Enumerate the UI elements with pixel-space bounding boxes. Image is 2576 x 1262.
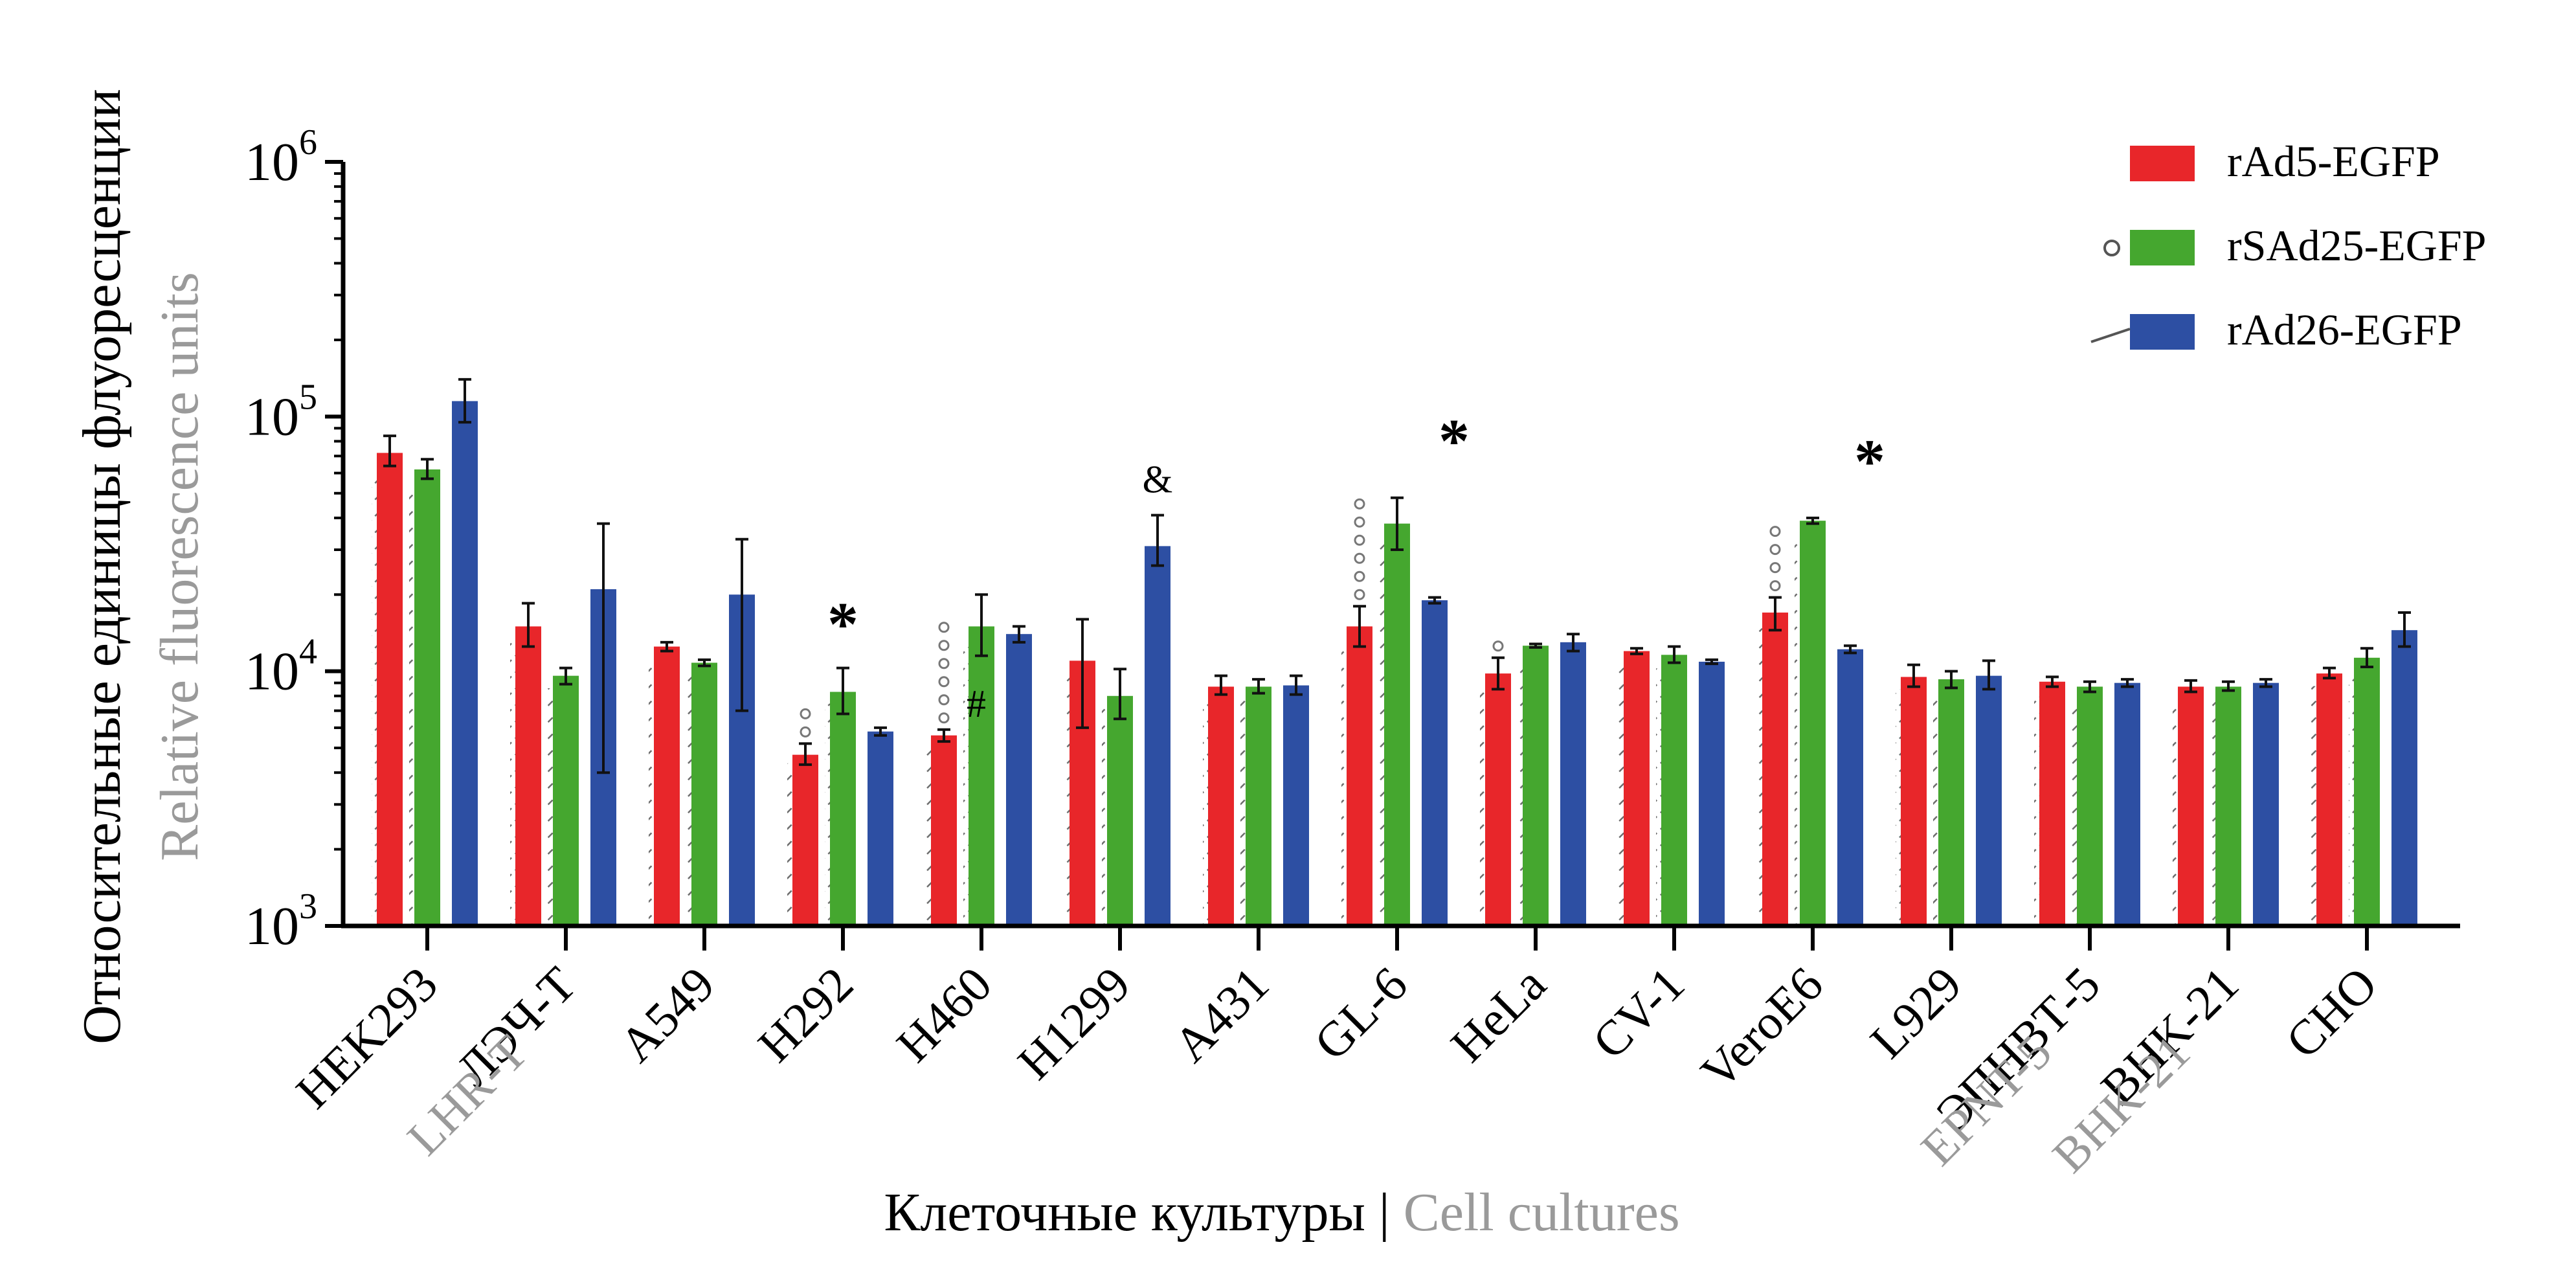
bar-rAd26-EGFP-H460 <box>1006 634 1032 926</box>
annotation-mark: * <box>1854 427 1885 496</box>
bar-rAd5-EGFP-A549 <box>654 647 680 926</box>
bar-rAd5-EGFP-BHK-21 <box>2178 686 2204 926</box>
significance-circle <box>1771 563 1780 572</box>
bar-rAd26-EGFP-ЭПНВТ-5 <box>2114 683 2140 926</box>
bar-rAd5-EGFP-L929 <box>1901 677 1927 926</box>
significance-circle <box>801 727 810 736</box>
chart: 103 104 105 106 HEK293 ЛЭЧ-Т LHR-T A549 H292 H460… <box>0 0 2576 1259</box>
x-tick-label: GL-6 <box>1304 957 1418 1071</box>
legend-circle-mark <box>2105 241 2119 255</box>
bar-rAd5-EGFP-HEK293 <box>377 453 403 926</box>
bar-rAd5-EGFP-A431 <box>1208 686 1234 926</box>
y-tick-label: 105 <box>245 377 317 447</box>
annotation-mark: # <box>967 682 986 725</box>
x-tick-label: CHO <box>2276 957 2388 1069</box>
annotation-mark: & <box>1143 458 1173 501</box>
x-tick-label: H460 <box>886 957 1002 1073</box>
bar-rAd5-EGFP-ЭПНВТ-5 <box>2039 682 2065 926</box>
legend-swatch-rAd5-EGFP <box>2130 146 2195 181</box>
significance-circle <box>1771 581 1780 591</box>
bar-rAd5-EGFP-ЛЭЧ-Т <box>515 626 541 926</box>
bar-rAd26-EGFP-L929 <box>1976 676 2002 926</box>
y-tick-label: 103 <box>245 886 317 956</box>
bar-rSAd25-EGFP-A431 <box>1246 686 1271 926</box>
bar-rAd5-EGFP-H292 <box>792 755 818 926</box>
x-tick-label: H1299 <box>1007 957 1141 1090</box>
bar-rSAd25-EGFP-A549 <box>691 663 717 926</box>
bar-rAd26-EGFP-HeLa <box>1560 642 1586 926</box>
bar-rAd26-EGFP-CV-1 <box>1699 662 1725 926</box>
x-tick-label: HeLa <box>1440 957 1556 1073</box>
bar-rAd26-EGFP-A431 <box>1283 686 1309 926</box>
bar-rSAd25-EGFP-L929 <box>1938 679 1964 926</box>
bar-rSAd25-EGFP-GL-6 <box>1384 524 1410 926</box>
bar-rAd5-EGFP-HeLa <box>1485 673 1511 926</box>
legend-label-rSAd25-EGFP: rSAd25-EGFP <box>2227 221 2487 270</box>
annotation-mark: * <box>1439 407 1470 476</box>
bar-rAd26-EGFP-HEK293 <box>452 401 478 926</box>
bar-rSAd25-EGFP-CV-1 <box>1661 655 1687 926</box>
significance-circle <box>1355 517 1364 526</box>
legend-swatch-rSAd25-EGFP <box>2130 230 2195 265</box>
bar-rAd5-EGFP-CHO <box>2316 673 2342 926</box>
legend-swatch-rAd26-EGFP <box>2130 314 2195 350</box>
annotation-mark: * <box>827 590 858 659</box>
bar-rAd26-EGFP-CHO <box>2391 630 2417 926</box>
significance-circle <box>939 677 948 686</box>
bar-rAd26-EGFP-H292 <box>868 732 893 926</box>
significance-circle <box>1355 572 1364 581</box>
bar-rAd26-EGFP-GL-6 <box>1422 600 1448 926</box>
significance-circle <box>1771 527 1780 536</box>
significance-circle <box>939 695 948 704</box>
x-tick-label: A549 <box>609 957 725 1073</box>
x-tick-label: CV-1 <box>1582 957 1695 1070</box>
bar-chart-svg: 103104105106HEK293ЛЭЧ-ТLHR-TA549 H292 H460… <box>0 0 2576 1259</box>
significance-circle <box>801 709 810 718</box>
bar-rSAd25-EGFP-CHO <box>2354 658 2380 926</box>
y-tick-label: 104 <box>245 632 317 702</box>
y-axis-title-ru: Относительные единицы флуоресценции <box>72 89 132 1044</box>
significance-circle <box>939 714 948 723</box>
significance-circle <box>939 623 948 632</box>
bar-rAd5-EGFP-CV-1 <box>1624 651 1650 926</box>
x-tick-label: HEK293 <box>286 957 448 1119</box>
bar-rAd5-EGFP-VeroE6 <box>1762 613 1788 926</box>
bar-rAd26-EGFP-VeroE6 <box>1837 649 1863 926</box>
significance-circle <box>1355 499 1364 508</box>
bar-rAd26-EGFP-BHK-21 <box>2253 683 2279 926</box>
legend-hatch-mark <box>2091 329 2130 342</box>
bar-rAd5-EGFP-GL-6 <box>1347 626 1372 926</box>
legend-label-rAd26-EGFP: rAd26-EGFP <box>2227 305 2462 354</box>
bar-rSAd25-EGFP-H1299 <box>1107 696 1133 926</box>
x-tick-label: H292 <box>748 957 864 1073</box>
bar-rSAd25-EGFP-HeLa <box>1523 646 1549 926</box>
significance-circle <box>1355 554 1364 563</box>
significance-circle <box>939 659 948 668</box>
bar-rSAd25-EGFP-BHK-21 <box>2215 686 2241 926</box>
y-axis-title-en: Relative fluorescence units <box>150 272 210 861</box>
y-tick-label: 106 <box>245 122 317 192</box>
bar-rAd26-EGFP-H1299 <box>1145 546 1170 926</box>
significance-circle <box>1355 535 1364 545</box>
bar-rAd5-EGFP-H460 <box>931 736 957 926</box>
x-tick-label: VeroE6 <box>1690 957 1833 1100</box>
bar-rSAd25-EGFP-VeroE6 <box>1800 521 1826 926</box>
x-tick-label: A431 <box>1163 957 1279 1073</box>
significance-circle <box>1494 642 1503 651</box>
significance-circle <box>939 641 948 650</box>
bar-rSAd25-EGFP-HEK293 <box>414 469 440 926</box>
legend-label-rAd5-EGFP: rAd5-EGFP <box>2227 137 2440 186</box>
x-axis-title: Клеточные культуры | Cell cultures <box>884 1182 1679 1243</box>
significance-circle <box>1355 590 1364 599</box>
bar-rSAd25-EGFP-ЛЭЧ-Т <box>553 676 579 926</box>
bar-rSAd25-EGFP-H460 <box>969 626 994 926</box>
x-tick-label: L929 <box>1860 957 1972 1069</box>
significance-circle <box>1771 545 1780 554</box>
bar-rSAd25-EGFP-H292 <box>830 692 856 926</box>
bar-rSAd25-EGFP-ЭПНВТ-5 <box>2077 686 2103 926</box>
